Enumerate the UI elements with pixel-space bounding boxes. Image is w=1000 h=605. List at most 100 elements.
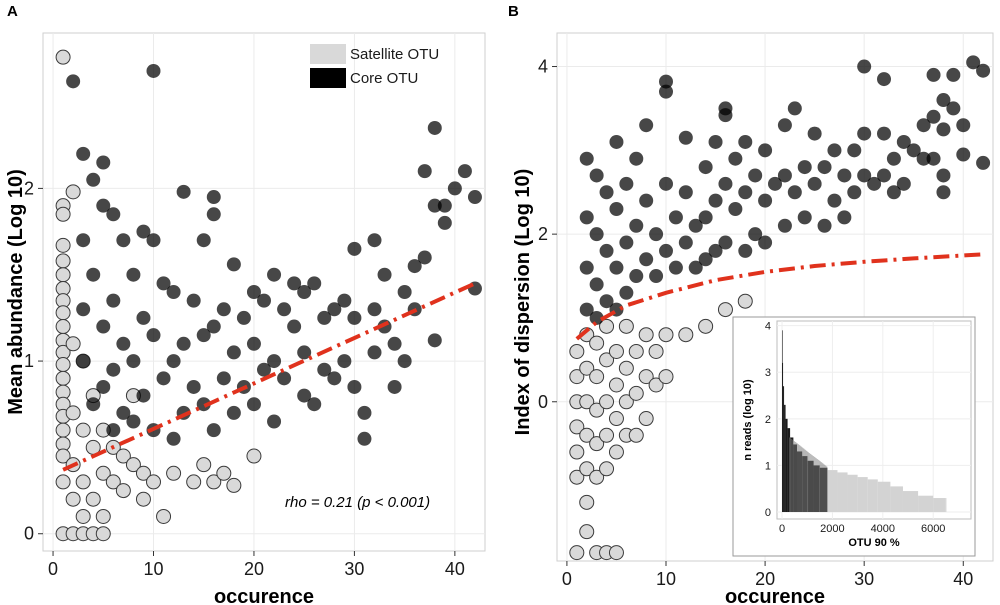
core-otu-point bbox=[126, 354, 141, 369]
core-otu-point bbox=[216, 371, 231, 386]
core-otu-point bbox=[307, 397, 322, 412]
satellite-otu-point bbox=[65, 184, 81, 200]
core-otu-point bbox=[106, 207, 121, 222]
core-otu-point bbox=[136, 224, 151, 239]
core-otu-point bbox=[639, 118, 654, 133]
satellite-otu-point bbox=[55, 267, 71, 283]
core-otu-point bbox=[659, 176, 673, 191]
satellite-otu-point bbox=[579, 524, 595, 540]
inset-bar-light bbox=[837, 472, 848, 513]
satellite-otu-point bbox=[599, 352, 615, 368]
core-otu-point bbox=[317, 362, 332, 377]
rho-annotation: rho = 0.21 (p < 0.001) bbox=[285, 494, 430, 511]
core-otu-point bbox=[96, 319, 111, 334]
core-otu-point bbox=[886, 151, 901, 166]
core-otu-point bbox=[427, 120, 442, 135]
satellite-otu-point bbox=[628, 427, 644, 443]
satellite-otu-point bbox=[737, 293, 753, 309]
satellite-otu-point bbox=[65, 491, 81, 507]
inset-bar-light bbox=[918, 495, 934, 513]
satellite-otu-point bbox=[599, 394, 615, 410]
core-otu-point bbox=[86, 172, 101, 187]
core-otu-point bbox=[936, 93, 951, 108]
core-otu-point bbox=[589, 168, 604, 183]
satellite-otu-point bbox=[196, 457, 212, 473]
core-otu-point bbox=[847, 143, 862, 158]
core-otu-point bbox=[76, 354, 91, 369]
core-otu-point bbox=[629, 218, 644, 233]
core-otu-point bbox=[926, 109, 941, 124]
core-otu-point bbox=[777, 118, 792, 133]
satellite-otu-point bbox=[569, 419, 585, 435]
core-otu-point bbox=[427, 198, 442, 213]
satellite-otu-point bbox=[618, 360, 634, 376]
satellite-otu-point bbox=[55, 448, 71, 464]
inset-bar-dark bbox=[784, 404, 786, 513]
inset-bar-light bbox=[902, 491, 919, 513]
inset-bar-dark bbox=[782, 362, 784, 513]
core-otu-point bbox=[116, 405, 131, 420]
core-otu-point bbox=[176, 336, 191, 351]
core-otu-point bbox=[629, 269, 644, 284]
satellite-otu-point bbox=[569, 369, 585, 385]
satellite-otu-point bbox=[579, 494, 595, 510]
core-otu-point bbox=[738, 243, 753, 258]
satellite-otu-point bbox=[569, 469, 585, 485]
core-otu-point bbox=[397, 354, 412, 369]
panel-a-y-axis-title: Mean abundance (Log 10) bbox=[5, 169, 27, 415]
core-otu-point bbox=[896, 134, 911, 149]
core-otu-point bbox=[186, 379, 201, 394]
satellite-otu-point bbox=[618, 318, 634, 334]
satellite-otu-point bbox=[216, 465, 232, 481]
satellite-otu-point bbox=[55, 237, 71, 253]
core-otu-point bbox=[337, 293, 352, 308]
core-otu-point bbox=[738, 185, 753, 200]
core-otu-point bbox=[758, 143, 773, 158]
panel-b-inset: 0 2000 4000 6000 0 1 2 3 4 OTU 90 % n reads (log… bbox=[732, 316, 976, 557]
inset-bar-dark bbox=[797, 451, 803, 513]
core-otu-point bbox=[678, 185, 693, 200]
satellite-otu-point bbox=[599, 427, 615, 443]
satellite-otu-point bbox=[589, 469, 605, 485]
satellite-otu-point bbox=[125, 457, 141, 473]
x-tick-label: 40 bbox=[445, 559, 465, 579]
core-otu-point bbox=[347, 241, 362, 256]
core-otu-point bbox=[738, 134, 753, 149]
core-otu-point bbox=[196, 328, 211, 343]
satellite-otu-point bbox=[55, 370, 71, 386]
satellite-otu-point bbox=[55, 49, 71, 65]
core-otu-point bbox=[867, 176, 882, 191]
x-tick-label: 30 bbox=[854, 569, 874, 589]
satellite-otu-point bbox=[599, 318, 615, 334]
core-otu-point bbox=[76, 233, 91, 248]
core-otu-point bbox=[367, 345, 382, 360]
satellite-otu-point bbox=[135, 491, 151, 507]
core-otu-point bbox=[267, 267, 282, 282]
inset-bar-dark bbox=[813, 465, 820, 513]
core-otu-point bbox=[327, 302, 342, 317]
core-otu-point bbox=[216, 302, 231, 317]
core-otu-point bbox=[206, 207, 221, 222]
core-otu-point bbox=[86, 267, 101, 282]
satellite-otu-point bbox=[638, 327, 654, 343]
core-otu-point bbox=[926, 151, 941, 166]
core-otu-point bbox=[267, 354, 282, 369]
core-otu-point bbox=[886, 185, 901, 200]
core-otu-point bbox=[807, 176, 822, 191]
core-otu-point bbox=[367, 233, 382, 248]
satellite-otu-point bbox=[166, 465, 182, 481]
panel-label-b: B bbox=[508, 3, 519, 20]
core-otu-point bbox=[387, 379, 402, 394]
satellite-otu-point bbox=[55, 253, 71, 269]
core-otu-point bbox=[609, 260, 624, 275]
satellite-otu-point bbox=[638, 369, 654, 385]
satellite-otu-point bbox=[658, 369, 674, 385]
satellite-otu-point bbox=[75, 422, 91, 438]
core-otu-point bbox=[277, 371, 292, 386]
core-otu-point bbox=[226, 405, 241, 420]
inset-y-tick-label: 2 bbox=[765, 414, 771, 426]
y-tick-label: 2 bbox=[24, 178, 34, 198]
core-otu-point bbox=[427, 333, 442, 348]
inset-bar-light bbox=[857, 477, 868, 513]
